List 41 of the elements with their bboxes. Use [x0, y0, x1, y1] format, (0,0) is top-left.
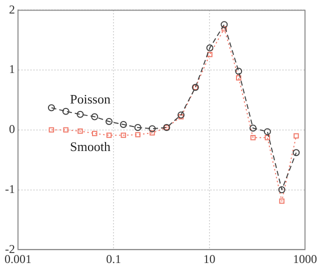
point [178, 111, 185, 118]
point [264, 135, 270, 140]
x-tick-label: 0.1 [106, 252, 122, 266]
point [135, 132, 140, 138]
point [92, 130, 98, 136]
x-tick-label: 1000 [293, 252, 317, 266]
point [134, 124, 142, 132]
point [150, 130, 155, 136]
point [148, 125, 156, 132]
point [294, 133, 299, 139]
point [178, 114, 184, 120]
point [91, 113, 98, 120]
point [250, 135, 256, 140]
y-tick-label: -1 [4, 182, 15, 196]
point [106, 118, 113, 126]
y-tick-label: 1 [8, 62, 15, 76]
point [222, 26, 227, 32]
series-label: Poisson [70, 91, 111, 106]
x-tick-label: 10 [203, 252, 216, 266]
point [279, 198, 284, 204]
point [78, 128, 83, 134]
point [207, 52, 212, 58]
series-label: Smooth [70, 139, 111, 154]
point [278, 186, 286, 194]
point [120, 121, 127, 128]
y-tick-label: 0 [8, 122, 15, 136]
point [62, 108, 70, 115]
point [206, 44, 214, 52]
y-tick-label: 2 [8, 2, 15, 16]
point [76, 110, 84, 118]
point [63, 127, 68, 133]
point [48, 104, 55, 112]
point [250, 124, 257, 132]
point [48, 127, 54, 133]
point [106, 132, 112, 138]
point [220, 21, 228, 28]
point [120, 132, 126, 138]
point [235, 68, 242, 75]
point [264, 128, 271, 136]
point [292, 149, 300, 156]
point [236, 75, 242, 80]
